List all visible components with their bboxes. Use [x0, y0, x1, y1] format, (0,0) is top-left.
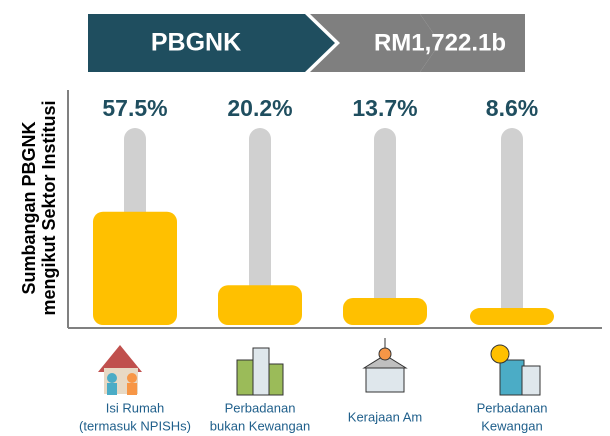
header-left-chevron	[88, 14, 335, 72]
y-axis-title: mengikut Sektor Institusi	[39, 100, 59, 315]
bar-track	[501, 128, 523, 325]
value-label: 13.7%	[352, 95, 417, 121]
header-mid	[310, 14, 440, 72]
house-icon	[98, 345, 142, 395]
category-label: (termasuk NPISHs)	[79, 418, 191, 433]
bar	[93, 211, 177, 325]
icons	[98, 338, 541, 396]
category-label: Perbadanan	[225, 400, 296, 415]
category-label: Isi Rumah	[106, 400, 165, 415]
category-label: Kewangan	[481, 418, 542, 433]
government-icon	[362, 338, 408, 393]
building-icon	[236, 347, 284, 396]
bar-track	[249, 128, 271, 325]
header-right: RM1,722.1b	[374, 29, 506, 56]
value-label: 57.5%	[102, 95, 167, 121]
value-label: 8.6%	[486, 95, 538, 121]
bar	[218, 285, 302, 325]
category-label: Kerajaan Am	[348, 409, 422, 424]
bank-icon	[490, 344, 541, 396]
header-right-arrow	[420, 14, 525, 72]
category-label: bukan Kewangan	[210, 418, 310, 433]
bar	[470, 308, 554, 325]
category-label: Perbadanan	[477, 400, 548, 415]
bar	[343, 298, 427, 325]
bar-track	[374, 128, 396, 325]
y-axis-title: Sumbangan PBGNK	[19, 121, 39, 294]
value-label: 20.2%	[227, 95, 292, 121]
header-left: PBGNK	[151, 29, 241, 57]
